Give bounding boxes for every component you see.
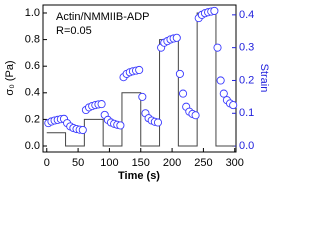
y2-tick-label: 0.1 — [239, 107, 254, 119]
x-tick-label: 50 — [72, 157, 84, 169]
annotation: R=0.05 — [56, 25, 92, 37]
x-axis-label: Time (s) — [118, 170, 160, 182]
strain-point — [175, 69, 184, 78]
stress-step-line — [46, 12, 235, 147]
strain-point — [179, 89, 188, 98]
x-tick-label: 300 — [226, 157, 244, 169]
strain-point — [210, 6, 219, 15]
x-tick-label: 150 — [132, 157, 150, 169]
strain-point — [172, 33, 181, 42]
y-tick-label: 0.0 — [25, 140, 40, 152]
y2-axis-label: Strain — [258, 64, 270, 93]
strain-point — [216, 76, 225, 85]
plot-frame — [42, 4, 237, 153]
strain-point — [138, 92, 147, 101]
page: {"chart_data": {"type": "scatter", "x_la… — [3, 4, 271, 182]
chart: Actin/NMMIIB-ADP R=0.05 Time (s) σ₀ (Pa)… — [4, 4, 270, 182]
strain-point — [97, 100, 106, 109]
strain-point — [135, 65, 144, 75]
strain-point — [78, 125, 87, 135]
strain-point — [153, 118, 163, 127]
strain-point — [219, 89, 228, 98]
annotation: Actin/NMMIIB-ADP — [56, 11, 150, 23]
strain-point — [213, 43, 222, 52]
x-tick-label: 100 — [100, 157, 118, 169]
y2-tick-label: 0.3 — [239, 42, 254, 54]
y2-tick-label: 0.4 — [239, 9, 254, 21]
y-tick-label: 0.4 — [25, 87, 40, 99]
x-tick-label: 0 — [44, 157, 50, 169]
strain-point — [116, 121, 125, 130]
y2-tick-label: 0.2 — [239, 74, 254, 86]
x-tick-label: 200 — [163, 157, 181, 169]
y-axis-label: σ₀ (Pa) — [4, 60, 16, 95]
strain-point — [191, 111, 200, 120]
y-tick-label: 0.2 — [25, 113, 40, 125]
x-tick-label: 250 — [194, 157, 212, 169]
y2-tick-label: 0.0 — [239, 140, 254, 152]
strain-point — [229, 101, 238, 110]
y-tick-label: 0.8 — [25, 33, 40, 45]
y-tick-label: 0.6 — [25, 60, 40, 72]
y-tick-label: 1.0 — [25, 7, 40, 19]
